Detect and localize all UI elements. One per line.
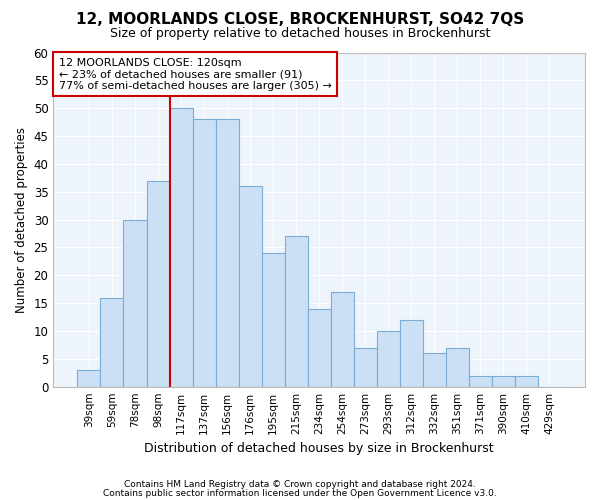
Bar — [215, 120, 239, 386]
Bar — [262, 253, 284, 386]
Bar — [170, 108, 193, 386]
Bar — [492, 376, 515, 386]
Bar — [100, 298, 124, 386]
Bar — [146, 180, 170, 386]
Bar — [515, 376, 538, 386]
Text: 12 MOORLANDS CLOSE: 120sqm
← 23% of detached houses are smaller (91)
77% of semi: 12 MOORLANDS CLOSE: 120sqm ← 23% of deta… — [59, 58, 331, 90]
Bar — [423, 354, 446, 386]
Bar — [284, 236, 308, 386]
Y-axis label: Number of detached properties: Number of detached properties — [15, 126, 28, 312]
Bar — [469, 376, 492, 386]
Bar — [124, 220, 146, 386]
Text: 12, MOORLANDS CLOSE, BROCKENHURST, SO42 7QS: 12, MOORLANDS CLOSE, BROCKENHURST, SO42 … — [76, 12, 524, 28]
Bar — [193, 120, 215, 386]
Bar — [331, 292, 353, 386]
Bar — [77, 370, 100, 386]
Bar — [377, 331, 400, 386]
X-axis label: Distribution of detached houses by size in Brockenhurst: Distribution of detached houses by size … — [145, 442, 494, 455]
Bar — [239, 186, 262, 386]
Bar — [353, 348, 377, 387]
Text: Size of property relative to detached houses in Brockenhurst: Size of property relative to detached ho… — [110, 28, 490, 40]
Bar — [308, 308, 331, 386]
Text: Contains HM Land Registry data © Crown copyright and database right 2024.: Contains HM Land Registry data © Crown c… — [124, 480, 476, 489]
Bar — [400, 320, 423, 386]
Bar — [446, 348, 469, 387]
Text: Contains public sector information licensed under the Open Government Licence v3: Contains public sector information licen… — [103, 488, 497, 498]
